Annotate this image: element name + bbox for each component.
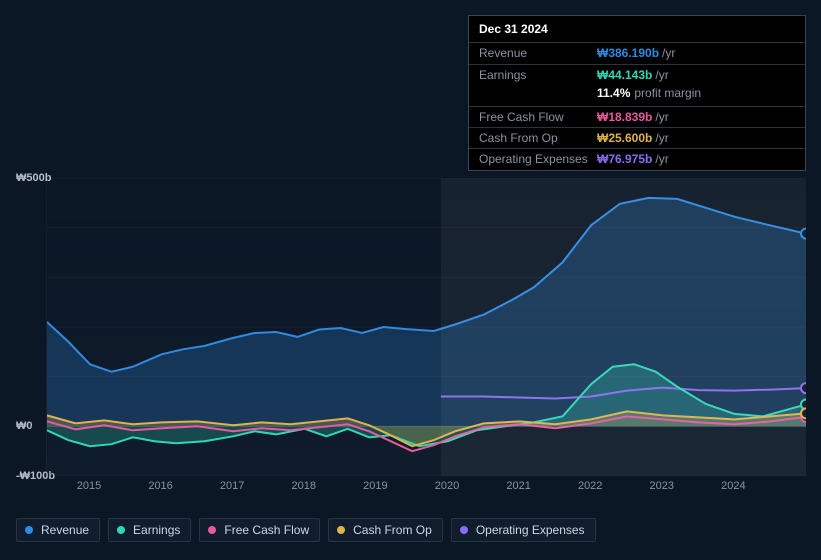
- x-axis-label: 2020: [435, 480, 459, 492]
- tooltip-row: Cash From Op₩25.600b/yr: [469, 127, 805, 148]
- legend: Revenue Earnings Free Cash Flow Cash From O…: [16, 518, 596, 542]
- tooltip-date: Dec 31 2024: [469, 16, 805, 42]
- tooltip-row: Free Cash Flow₩18.839b/yr: [469, 106, 805, 127]
- tooltip-unit: /yr: [662, 46, 675, 60]
- legend-dot-icon: [460, 526, 468, 534]
- legend-dot-icon: [117, 526, 125, 534]
- y-axis-label: ₩0: [16, 420, 33, 432]
- x-axis-label: 2019: [363, 480, 387, 492]
- projection-band: [441, 178, 806, 476]
- legend-item[interactable]: Earnings: [108, 518, 191, 542]
- tooltip-label: Revenue: [479, 46, 597, 60]
- tooltip-label: Free Cash Flow: [479, 110, 597, 124]
- tooltip-value: ₩25.600b/yr: [597, 131, 669, 145]
- tooltip-label: Cash From Op: [479, 131, 597, 145]
- x-axis-label: 2016: [148, 480, 172, 492]
- legend-dot-icon: [208, 526, 216, 534]
- legend-label: Operating Expenses: [476, 523, 585, 537]
- legend-label: Revenue: [41, 523, 89, 537]
- tooltip-label: Earnings: [479, 68, 597, 82]
- x-axis-label: 2021: [506, 480, 530, 492]
- tooltip-row: Earnings₩44.143b/yr: [469, 64, 805, 85]
- tooltip-unit: /yr: [655, 110, 668, 124]
- x-axis-label: 2024: [721, 480, 745, 492]
- legend-item[interactable]: Cash From Op: [328, 518, 443, 542]
- tooltip-value: ₩18.839b/yr: [597, 110, 669, 124]
- legend-item[interactable]: Free Cash Flow: [199, 518, 320, 542]
- legend-label: Cash From Op: [353, 523, 432, 537]
- legend-label: Earnings: [133, 523, 180, 537]
- chart-area: ₩500b₩0-₩100b 20152016201720182019202020…: [16, 160, 805, 510]
- x-axis-label: 2022: [578, 480, 602, 492]
- tooltip-unit: /yr: [655, 68, 668, 82]
- tooltip-row: Revenue₩386.190b/yr: [469, 42, 805, 63]
- data-tooltip: Dec 31 2024 Revenue₩386.190b/yrEarnings₩…: [468, 15, 806, 171]
- tooltip-profit-margin: 11.4%profit margin: [469, 85, 805, 105]
- chart-root: { "layout": { "tooltip": { "left": 468, …: [0, 0, 821, 560]
- legend-label: Free Cash Flow: [224, 523, 309, 537]
- x-axis: 2015 2016 2017 2018 2019 2020 2021 2022 2023 2024: [46, 480, 805, 498]
- tooltip-value: ₩44.143b/yr: [597, 68, 669, 82]
- plot-area[interactable]: [46, 178, 806, 476]
- x-axis-label: 2015: [77, 480, 101, 492]
- legend-dot-icon: [337, 526, 345, 534]
- legend-item[interactable]: Revenue: [16, 518, 100, 542]
- legend-dot-icon: [25, 526, 33, 534]
- legend-item[interactable]: Operating Expenses: [451, 518, 596, 542]
- x-axis-label: 2017: [220, 480, 244, 492]
- tooltip-unit: /yr: [655, 131, 668, 145]
- x-axis-label: 2018: [292, 480, 316, 492]
- tooltip-value: ₩386.190b/yr: [597, 46, 675, 60]
- x-axis-label: 2023: [650, 480, 674, 492]
